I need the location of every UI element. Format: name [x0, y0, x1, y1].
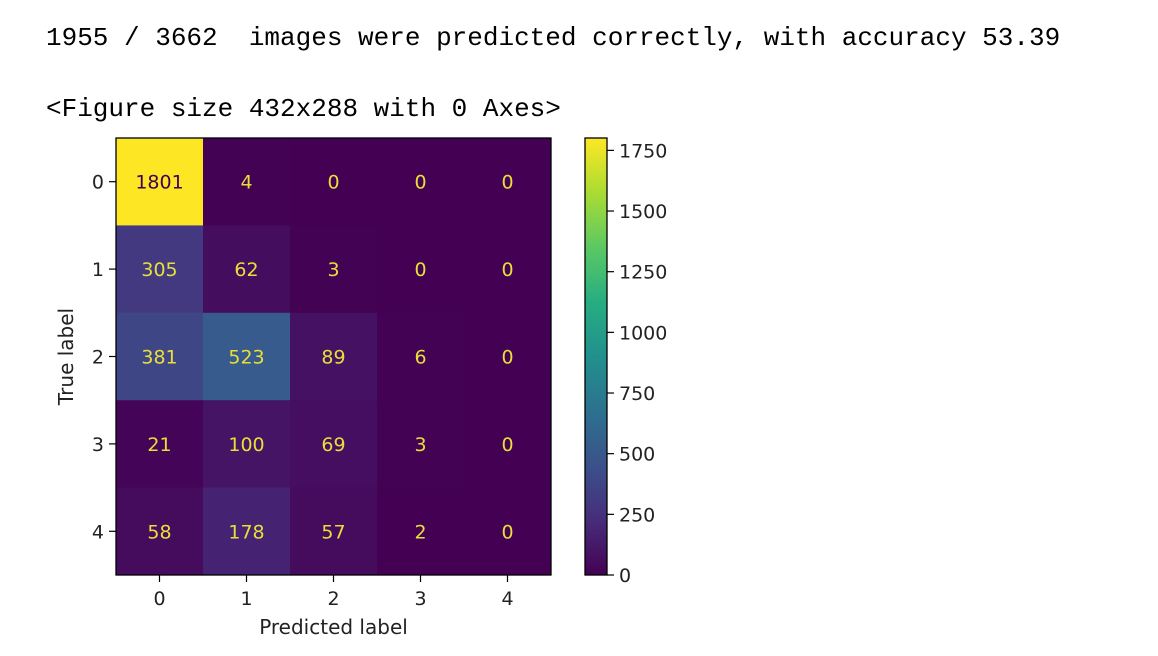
- heatmap-cell: [464, 312, 552, 401]
- y-tick-label: 0: [92, 172, 104, 194]
- heatmap-cell: [290, 312, 378, 401]
- cell-value-label: 57: [321, 521, 345, 543]
- y-tick-label: 1: [92, 259, 104, 281]
- cell-value-label: 6: [414, 347, 426, 369]
- x-axis-label: Predicted label: [259, 615, 408, 639]
- cell-value-label: 1801: [135, 172, 183, 194]
- x-axis-ticks: 0 1 2 3 4: [153, 575, 514, 610]
- x-tick-label: 2: [327, 588, 339, 610]
- x-tick-label: 0: [153, 588, 165, 610]
- colorbar-tick-label: 1250: [619, 262, 667, 284]
- y-axis-ticks: 0 1 2 3 4: [92, 172, 116, 543]
- cell-value-label: 0: [327, 172, 339, 194]
- colorbar: [585, 138, 607, 575]
- cell-value-labels: 1801 4 0 0 0 305 62 3 0 0 381 523 89 6 0 21 100 69 3 0 58 178…: [135, 172, 513, 544]
- colorbar-tick-label: 1500: [619, 201, 667, 223]
- cell-value-label: 100: [228, 434, 264, 456]
- heatmap-cell: [377, 400, 465, 489]
- cell-value-label: 0: [501, 259, 513, 281]
- heatmap-cell: [377, 312, 465, 401]
- colorbar-tick-label: 1750: [619, 140, 667, 162]
- cell-value-label: 3: [327, 259, 339, 281]
- colorbar-tick-label: 750: [619, 383, 655, 405]
- heatmap-cell: [203, 225, 291, 314]
- colorbar-tick-label: 0: [619, 565, 631, 587]
- colorbar-tick-label: 250: [619, 504, 655, 526]
- heatmap-cell: [377, 225, 465, 314]
- cell-value-label: 58: [147, 521, 171, 543]
- heatmap-cell: [377, 487, 465, 576]
- cell-value-label: 0: [501, 434, 513, 456]
- heatmap-cell: [290, 487, 378, 576]
- x-tick-label: 4: [501, 588, 513, 610]
- accuracy-output-text: 1955 / 3662 images were predicted correc…: [46, 23, 1061, 53]
- cell-value-label: 3: [414, 434, 426, 456]
- cell-value-label: 0: [501, 347, 513, 369]
- cell-value-label: 62: [234, 259, 258, 281]
- heatmap-cell: [290, 138, 378, 226]
- heatmap-cell: [116, 225, 204, 314]
- heatmap-cell: [116, 400, 204, 489]
- y-tick-label: 3: [92, 434, 104, 456]
- heatmap-cell: [203, 487, 291, 576]
- cell-value-label: 4: [240, 172, 252, 194]
- colorbar-tick-label: 500: [619, 444, 655, 466]
- heatmap-cell: [203, 138, 291, 226]
- heatmap-cells: [116, 138, 552, 576]
- heatmap-cell: [464, 138, 552, 226]
- heatmap-cell: [464, 225, 552, 314]
- heatmap-cell: [290, 400, 378, 489]
- heatmap-cell: [464, 400, 552, 489]
- cell-value-label: 523: [228, 347, 264, 369]
- cell-value-label: 305: [141, 259, 177, 281]
- colorbar-frame: [584, 137, 608, 576]
- x-tick-label: 1: [240, 588, 252, 610]
- cell-value-label: 0: [501, 521, 513, 543]
- cell-value-label: 178: [228, 521, 264, 543]
- y-tick-label: 2: [92, 347, 104, 369]
- heatmap-cell: [203, 312, 291, 401]
- colorbar-ticks: 0 250 500 750 1000 1250 1500 1750: [607, 140, 667, 587]
- x-tick-label: 3: [414, 588, 426, 610]
- cell-value-label: 89: [321, 347, 345, 369]
- heatmap-cell: [290, 225, 378, 314]
- cell-value-label: 2: [414, 521, 426, 543]
- heatmap-cell: [203, 400, 291, 489]
- cell-value-label: 0: [501, 172, 513, 194]
- cell-value-label: 21: [147, 434, 171, 456]
- cell-value-label: 69: [321, 434, 345, 456]
- heatmap-cell: [116, 312, 204, 401]
- cell-value-label: 0: [414, 172, 426, 194]
- cell-value-label: 0: [414, 259, 426, 281]
- heatmap-cell: [116, 138, 204, 226]
- cell-value-label: 381: [141, 347, 177, 369]
- heatmap-cell: [116, 487, 204, 576]
- figure-size-output-text: <Figure size 432x288 with 0 Axes>: [46, 94, 561, 124]
- heatmap-cell: [377, 138, 465, 226]
- y-tick-label: 4: [92, 521, 104, 543]
- y-axis-label: True label: [54, 308, 78, 406]
- colorbar-tick-label: 1000: [619, 322, 667, 344]
- heatmap-cell: [464, 487, 552, 576]
